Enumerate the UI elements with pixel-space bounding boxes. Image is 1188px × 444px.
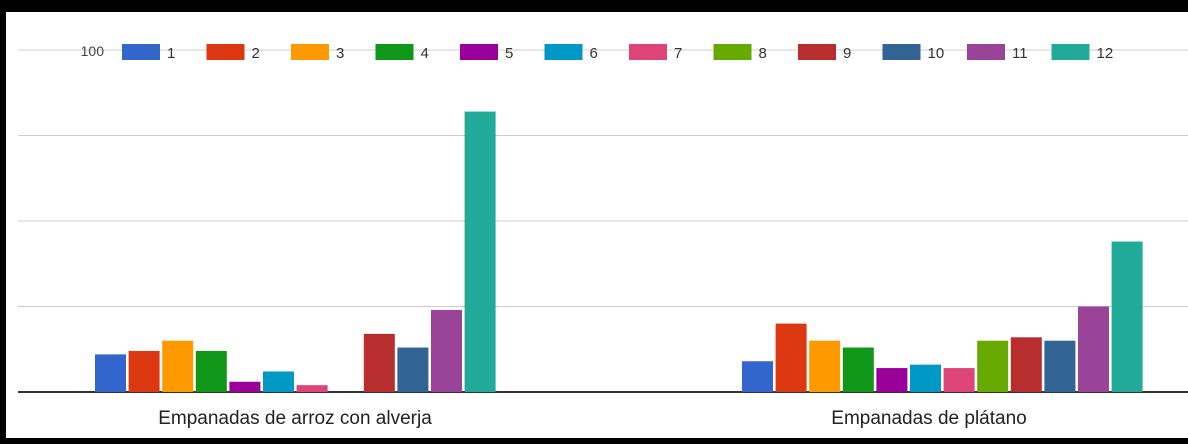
legend-swatch <box>460 44 498 60</box>
bar-2-series-8 <box>977 340 1009 392</box>
bar-1-series-12 <box>464 111 496 392</box>
bar-2-series-12 <box>1111 241 1143 392</box>
bar-2-series-11 <box>1078 306 1109 392</box>
bar-2-series-1 <box>742 361 773 392</box>
legend: 1 2 3 4 5 6 7 8 9 10 11 12 <box>122 44 1113 62</box>
legend-label: 10 <box>928 45 945 62</box>
category-label: Empanadas de plátano <box>831 408 1026 429</box>
bar-1-series-2 <box>128 350 160 392</box>
legend-swatch <box>1051 44 1090 60</box>
legend-label: 6 <box>590 45 598 62</box>
bar-1-series-6 <box>263 371 294 392</box>
legend-label: 11 <box>1012 45 1028 62</box>
legend-label: 9 <box>843 45 851 62</box>
bar-1-series-9 <box>363 333 395 392</box>
legend-swatch <box>798 44 836 60</box>
bar-1-series-11 <box>431 309 462 392</box>
legend-swatch <box>629 44 667 60</box>
legend-swatch <box>206 44 245 60</box>
legend-swatch <box>882 44 921 60</box>
legend-swatch <box>291 44 329 60</box>
legend-label: 4 <box>421 45 429 62</box>
legend-swatch <box>967 44 1005 60</box>
bar-2-series-10 <box>1044 340 1076 392</box>
bar-2-series-6 <box>910 364 941 392</box>
bar-1-series-5 <box>229 381 261 392</box>
legend-swatch <box>122 44 160 60</box>
bar-1-series-7 <box>296 385 328 392</box>
bar-2-series-7 <box>943 368 975 392</box>
legend-swatch <box>713 44 752 60</box>
legend-label: 2 <box>252 45 260 62</box>
legend-label: 7 <box>674 45 682 62</box>
bar-1-series-1 <box>95 354 126 392</box>
legend-swatch <box>544 44 583 60</box>
legend-label: 1 <box>167 45 175 62</box>
legend-label: 5 <box>505 45 513 62</box>
category-label: Empanadas de arroz con alverja <box>158 408 432 429</box>
bar-2-series-4 <box>842 347 874 392</box>
bar-2-series-3 <box>809 340 841 392</box>
bar-2-series-2 <box>775 323 807 392</box>
category-labels: Empanadas de arroz con alverja Empanadas … <box>158 408 1026 429</box>
bar-1-series-10 <box>397 347 429 392</box>
y-tick-label: 100 <box>81 43 105 59</box>
legend-label: 3 <box>336 45 344 62</box>
bar-2-series-5 <box>876 368 908 392</box>
legend-label: 12 <box>1097 45 1114 62</box>
legend-swatch <box>375 44 414 60</box>
legend-label: 8 <box>759 45 767 62</box>
bar-1-series-3 <box>162 340 194 392</box>
bar-2-series-9 <box>1010 337 1042 392</box>
y-tick-labels: 100 <box>81 43 105 59</box>
bars <box>95 111 1143 392</box>
bar-1-series-4 <box>195 350 227 392</box>
